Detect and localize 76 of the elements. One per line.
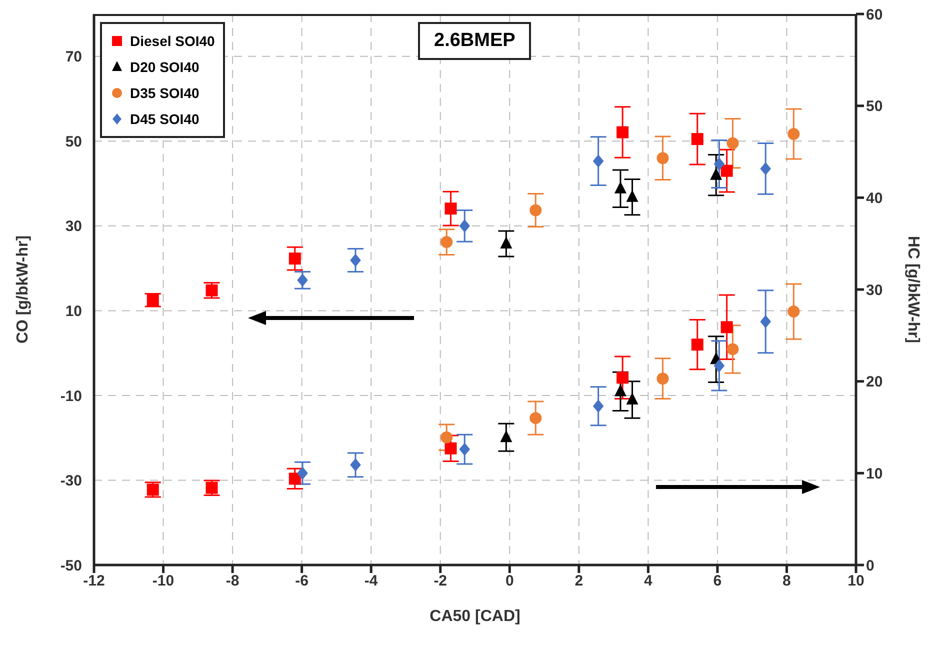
point bbox=[788, 306, 800, 318]
y2-tick-label: 20 bbox=[866, 374, 883, 391]
y-tick-label: 70 bbox=[65, 48, 82, 66]
y2-tick-label: 10 bbox=[866, 465, 883, 482]
x-tick-label: 8 bbox=[782, 572, 791, 590]
point bbox=[656, 152, 669, 164]
point bbox=[720, 321, 733, 334]
y-axis-title: CO [g/bkW-hr] bbox=[14, 235, 32, 344]
x-axis-title: CA50 [CAD] bbox=[430, 608, 520, 625]
x-tick-label: -4 bbox=[364, 572, 378, 590]
y2-tick-label: 50 bbox=[866, 98, 883, 116]
point bbox=[350, 458, 361, 472]
point bbox=[614, 181, 626, 194]
x-tick-label: 4 bbox=[644, 572, 654, 590]
point bbox=[714, 359, 725, 372]
point bbox=[459, 219, 470, 233]
x-tick-label: 2 bbox=[574, 572, 584, 590]
y-tick-label: -50 bbox=[60, 557, 82, 574]
point bbox=[760, 162, 771, 176]
point bbox=[726, 343, 739, 356]
point bbox=[656, 372, 669, 385]
point bbox=[288, 252, 301, 265]
point bbox=[146, 484, 159, 496]
point bbox=[297, 274, 308, 287]
point bbox=[710, 168, 722, 180]
point bbox=[206, 482, 218, 494]
point bbox=[614, 384, 626, 396]
y-tick-label: 10 bbox=[65, 303, 82, 320]
point bbox=[350, 254, 361, 267]
point bbox=[459, 442, 470, 456]
x-tick-label: -12 bbox=[83, 572, 105, 590]
point bbox=[530, 412, 542, 424]
point bbox=[691, 338, 704, 351]
x-tick-label: 0 bbox=[505, 572, 514, 590]
point bbox=[626, 392, 638, 404]
y-tick-label: 30 bbox=[65, 218, 82, 236]
x-tick-label: -8 bbox=[226, 572, 240, 590]
y-tick-label: 50 bbox=[65, 133, 82, 150]
point bbox=[288, 472, 301, 485]
point bbox=[691, 133, 704, 146]
point bbox=[444, 442, 457, 454]
y-tick-label: -10 bbox=[60, 388, 82, 405]
legend-label: D35 SOI40 bbox=[130, 85, 200, 101]
point bbox=[500, 236, 512, 249]
x-tick-label: 10 bbox=[848, 572, 864, 590]
point bbox=[726, 137, 739, 150]
point bbox=[788, 128, 800, 140]
point bbox=[616, 372, 629, 384]
point bbox=[760, 315, 771, 328]
point bbox=[440, 431, 453, 444]
point bbox=[500, 430, 512, 442]
point bbox=[440, 236, 453, 248]
point bbox=[146, 294, 159, 306]
y2-tick-label: 0 bbox=[866, 557, 874, 574]
point bbox=[592, 400, 604, 413]
y2-tick-label: 60 bbox=[866, 6, 883, 24]
x-tick-label: 6 bbox=[713, 572, 722, 590]
point bbox=[714, 157, 725, 171]
y2-axis-title: HC [g/bkW-hr] bbox=[904, 236, 922, 344]
point bbox=[592, 154, 604, 168]
point bbox=[206, 284, 218, 296]
legend-label: Diesel SOI40 bbox=[130, 33, 215, 49]
text: 2.6BMEP bbox=[418, 22, 532, 60]
legend-label: D45 SOI40 bbox=[130, 111, 200, 127]
point bbox=[616, 126, 629, 138]
y2-tick-label: 40 bbox=[866, 190, 883, 207]
x-tick-label: -2 bbox=[434, 572, 448, 590]
x-tick-label: -6 bbox=[295, 572, 308, 590]
y-tick-label: -30 bbox=[60, 472, 82, 490]
x-tick-label: -10 bbox=[152, 572, 174, 590]
legend-label: D20 SOI40 bbox=[130, 59, 200, 75]
point bbox=[720, 164, 733, 177]
point bbox=[444, 202, 457, 215]
point bbox=[297, 466, 308, 480]
y2-tick-label: 30 bbox=[866, 282, 883, 299]
point bbox=[530, 204, 542, 216]
